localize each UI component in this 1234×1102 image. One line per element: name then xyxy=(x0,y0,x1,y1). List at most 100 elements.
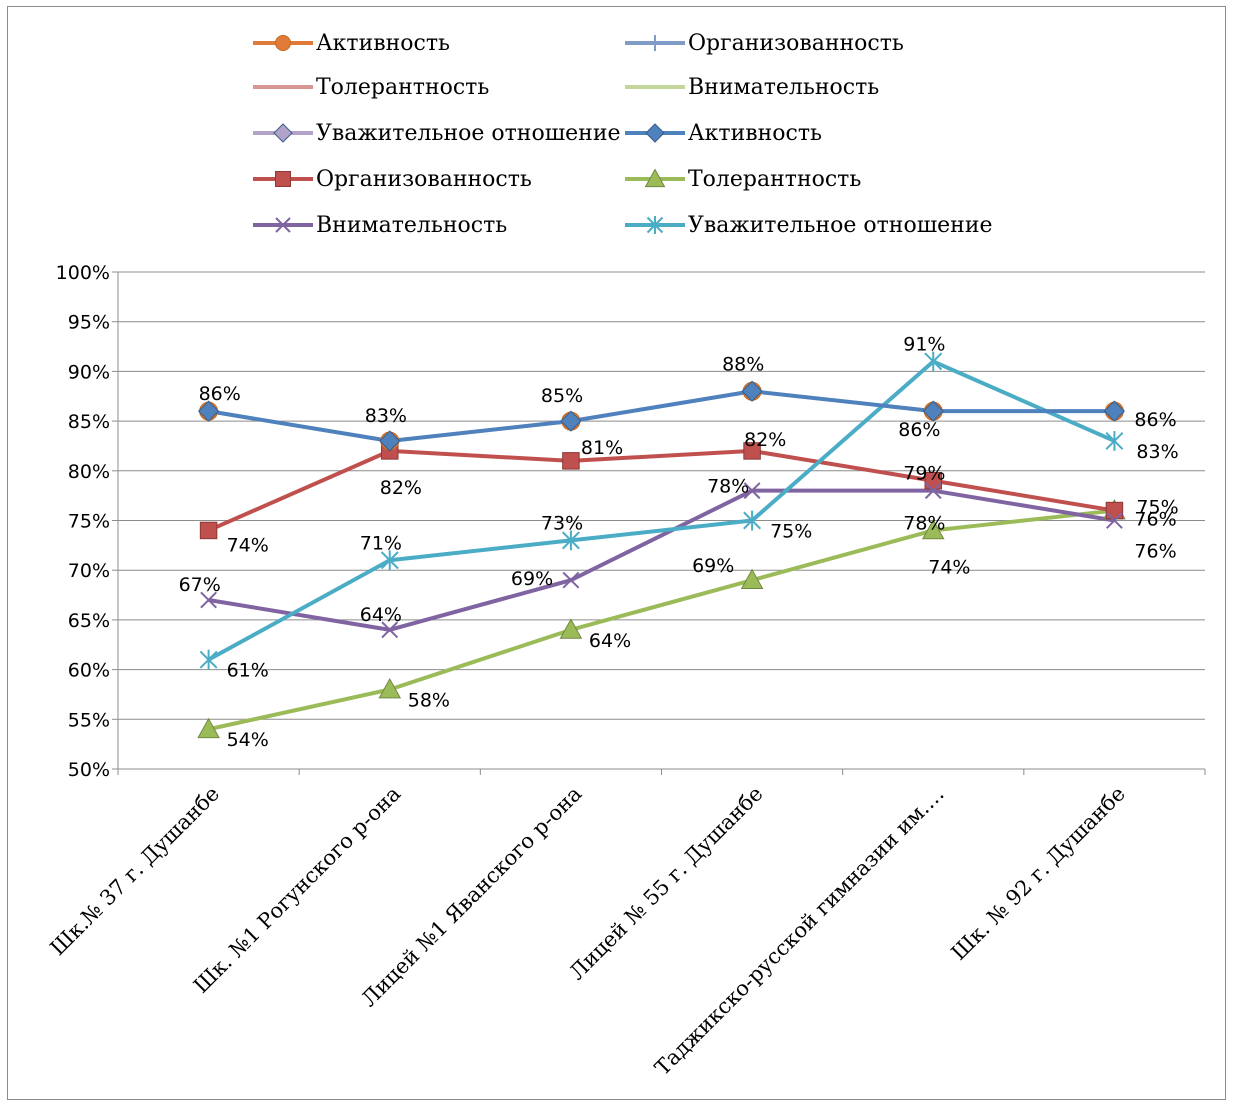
data-label: 75% xyxy=(770,521,812,543)
data-point xyxy=(197,717,220,739)
x-tick-label: Лицей №1 Яванского р-она xyxy=(357,782,587,1012)
legend-item: Уважительное отношение xyxy=(253,121,621,146)
data-label: 88% xyxy=(722,353,764,375)
data-point xyxy=(199,649,218,670)
y-tick-label: 60% xyxy=(68,660,110,682)
legend-item: Внимательность xyxy=(253,213,507,238)
y-tick-label: 55% xyxy=(68,709,110,731)
y-tick-label: 85% xyxy=(68,411,110,433)
gridlines: 50% 55% 60% 65% 70% 75% 80% 85% 90% 95% 100% xyxy=(56,262,1205,781)
data-label: 86% xyxy=(898,419,940,441)
data-label: 64% xyxy=(360,604,402,626)
data-point xyxy=(741,380,763,402)
legend: Активность Организованность Толерантность В… xyxy=(253,31,993,238)
data-label: 78% xyxy=(903,513,945,535)
data-label: 79% xyxy=(903,463,945,485)
data-label: 86% xyxy=(199,383,241,405)
data-label: 76% xyxy=(1134,541,1176,563)
legend-item: Организованность xyxy=(253,167,532,192)
data-label: 73% xyxy=(541,512,583,534)
data-label: 67% xyxy=(179,574,221,596)
legend-marker xyxy=(647,35,663,51)
legend-item: Уважительное отношение xyxy=(625,213,993,238)
x-tick-label: Таджикско-русской гимназии им.… xyxy=(650,782,949,1081)
series-line xyxy=(208,389,1115,443)
y-tick-label: 70% xyxy=(68,560,110,582)
data-label: 82% xyxy=(380,477,422,499)
data-label: 71% xyxy=(360,532,402,554)
data-label: 81% xyxy=(581,437,623,459)
y-tick-label: 100% xyxy=(56,262,110,284)
data-point xyxy=(922,400,944,422)
legend-label: Активность xyxy=(316,31,450,56)
legend-marker xyxy=(275,171,291,187)
data-label: 91% xyxy=(903,333,945,355)
data-point xyxy=(379,430,401,452)
legend-marker xyxy=(644,168,666,188)
legend-marker xyxy=(273,123,293,143)
data-label: 83% xyxy=(1136,441,1178,463)
series-line xyxy=(207,448,1115,533)
data-point xyxy=(743,482,761,500)
data-point xyxy=(1103,400,1126,422)
data-point xyxy=(924,482,942,500)
legend-label: Уважительное отношение xyxy=(316,121,621,146)
data-point xyxy=(560,410,582,432)
data-label: 86% xyxy=(1134,409,1176,431)
data-point xyxy=(562,571,580,589)
y-tick-label: 80% xyxy=(68,461,110,483)
x-tick-label: Шк. №1 Рогунского р-она xyxy=(189,782,405,998)
legend-marker xyxy=(645,123,665,143)
data-label: 61% xyxy=(227,660,269,682)
legend-item: Организованность xyxy=(625,31,904,56)
data-point xyxy=(199,521,218,540)
data-point xyxy=(197,400,220,422)
data-label: 69% xyxy=(692,555,734,577)
data-label: 58% xyxy=(408,689,450,711)
data-point xyxy=(743,510,762,531)
data-point xyxy=(1105,431,1124,451)
line-chart: 50% 55% 60% 65% 70% 75% 80% 85% 90% 95% 100% Шк.№ 3… xyxy=(45,31,1206,1081)
data-label: 75% xyxy=(1136,497,1178,519)
legend-label: Толерантность xyxy=(688,167,861,192)
data-label: 74% xyxy=(227,534,269,556)
data-point xyxy=(1106,512,1123,529)
legend-item: Внимательность xyxy=(625,75,879,100)
legend-label: Активность xyxy=(688,121,822,146)
y-tick-label: 50% xyxy=(68,759,110,781)
series-line xyxy=(207,359,1116,662)
y-tick-label: 95% xyxy=(68,312,110,334)
legend-label: Внимательность xyxy=(316,213,507,238)
legend-label: Толерантность xyxy=(316,75,489,100)
legend-label: Внимательность xyxy=(688,75,879,100)
x-tick-label: Шк. № 92 г. Душанбе xyxy=(947,782,1130,965)
data-point xyxy=(381,621,399,639)
legend-item: Толерантность xyxy=(253,75,489,100)
data-label: 54% xyxy=(227,729,269,751)
legend-item: Активность xyxy=(625,121,822,146)
legend-label: Организованность xyxy=(688,31,904,56)
legend-label: Организованность xyxy=(316,167,532,192)
legend-marker xyxy=(275,35,291,51)
legend-item: Активность xyxy=(253,31,450,56)
data-label: 69% xyxy=(511,568,553,590)
legend-item: Толерантность xyxy=(625,167,861,192)
data-point xyxy=(743,442,761,460)
x-tick-label: Лицей № 55 г. Душанбе xyxy=(565,782,768,985)
data-point xyxy=(1105,501,1124,520)
data-label: 64% xyxy=(589,630,631,652)
y-tick-label: 75% xyxy=(68,511,110,533)
data-label: 82% xyxy=(744,429,786,451)
data-point xyxy=(562,452,580,470)
data-point xyxy=(924,471,942,490)
data-label: 78% xyxy=(707,476,749,498)
y-tick-label: 90% xyxy=(68,361,110,383)
data-label: 83% xyxy=(365,405,407,427)
series-line xyxy=(208,488,1115,632)
chart-frame: 50% 55% 60% 65% 70% 75% 80% 85% 90% 95% 100% Шк.№ 3… xyxy=(7,6,1226,1100)
legend-marker xyxy=(275,217,291,233)
data-point xyxy=(378,678,402,699)
data-labels: 86% 83% 85% 88% 86% 86% 74% 82% 81% 82% 79% 76% 54% 5… xyxy=(179,333,1179,751)
x-tick-label: Шк.№ 37 г. Душанбе xyxy=(45,782,224,961)
data-label: 85% xyxy=(541,385,583,407)
